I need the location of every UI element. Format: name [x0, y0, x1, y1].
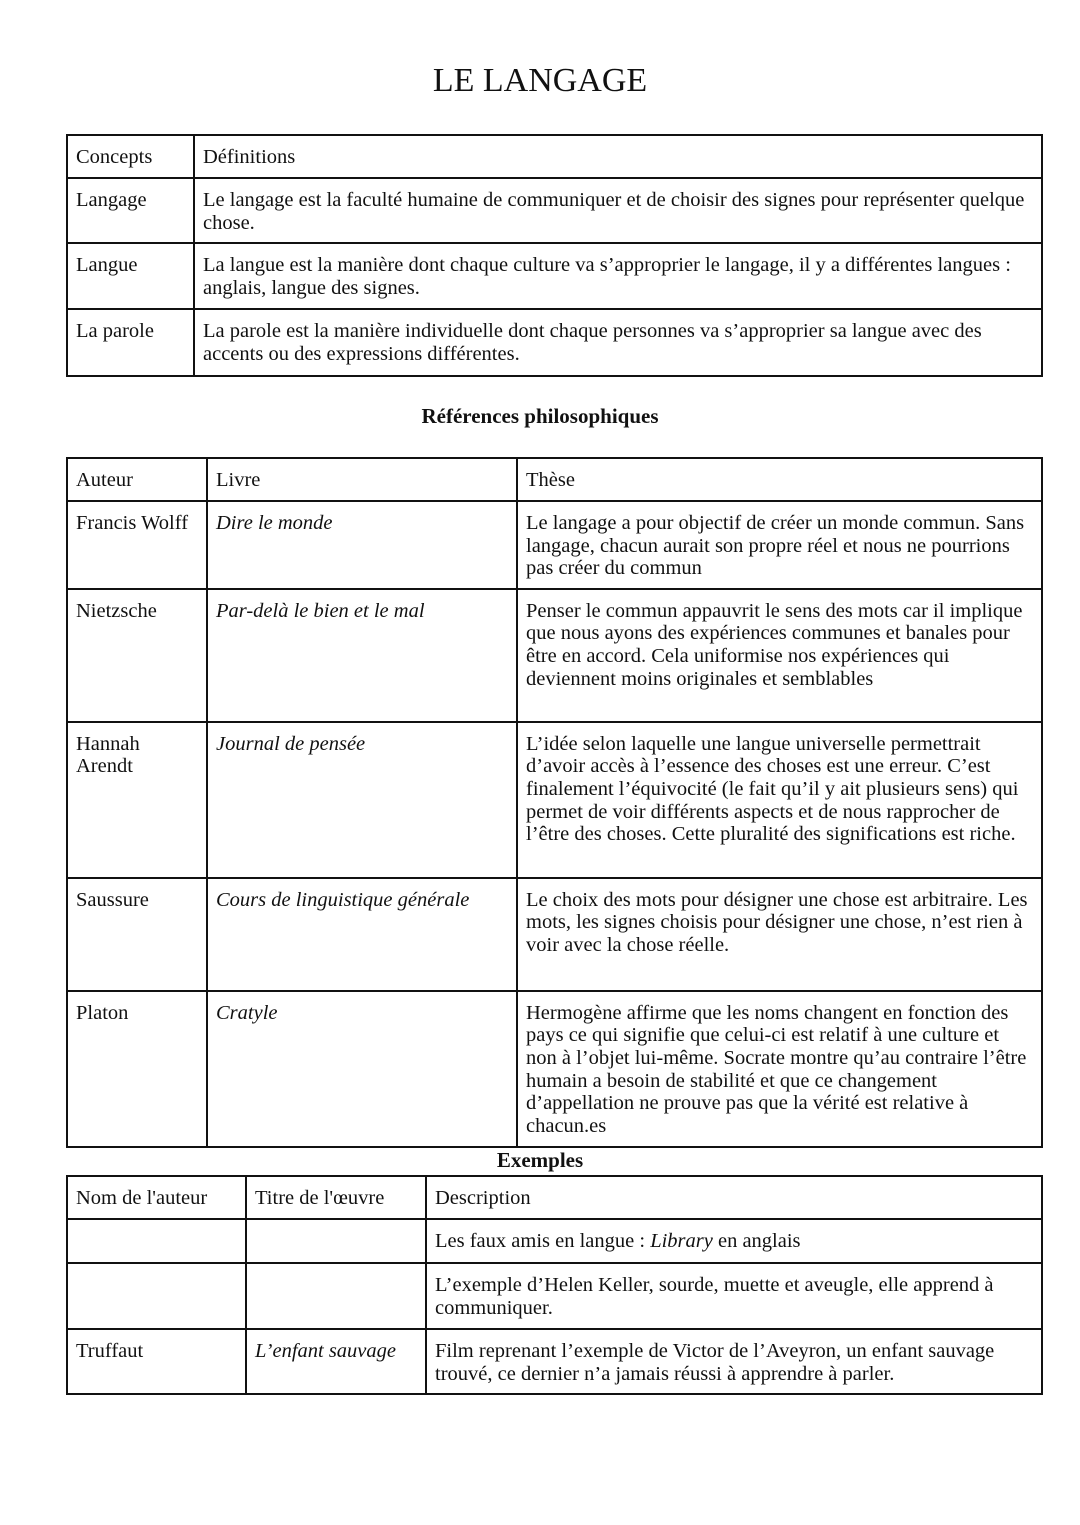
thesis-cell: Penser le commun appauvrit le sens des m… — [516, 587, 1043, 723]
work-cell: L’enfant sauvage — [245, 1327, 427, 1396]
description-cell: L’exemple d’Helen Keller, sourde, muette… — [425, 1262, 1043, 1330]
header-cell: Thèse — [516, 457, 1043, 502]
book-cell: Dire le monde — [206, 500, 518, 590]
work-cell — [245, 1218, 427, 1264]
emphasis-text: Library — [650, 1230, 713, 1252]
thesis-cell: Le langage a pour objectif de créer un m… — [516, 500, 1043, 590]
table-row: Les faux amis en langue : Library en ang… — [66, 1218, 1043, 1264]
author-cell — [66, 1262, 247, 1330]
author-cell: Nietzsche — [66, 587, 208, 723]
table-row: Saussure Cours de linguistique générale … — [66, 876, 1043, 992]
author-cell: Francis Wolff — [66, 500, 208, 590]
header-cell: Concepts — [66, 134, 195, 179]
work-cell — [245, 1262, 427, 1330]
definition-cell: La parole est la manière individuelle do… — [193, 308, 1043, 378]
thesis-cell: Hermogène affirme que les noms changent … — [516, 989, 1043, 1148]
header-cell: Auteur — [66, 457, 208, 502]
description-cell: Film reprenant l’exemple de Victor de l’… — [425, 1327, 1043, 1396]
header-cell: Description — [425, 1175, 1043, 1220]
table-row: Truffaut L’enfant sauvage Film reprenant… — [66, 1327, 1043, 1396]
author-cell: Saussure — [66, 876, 208, 992]
table-header-row: Nom de l'auteur Titre de l'œuvre Descrip… — [66, 1175, 1043, 1220]
description-cell: Les faux amis en langue : Library en ang… — [425, 1218, 1043, 1264]
book-cell: Journal de pensée — [206, 720, 518, 879]
concepts-table: Concepts Définitions Langage Le langage … — [66, 134, 1043, 378]
text: en anglais — [712, 1230, 801, 1252]
definition-cell: La langue est la manière dont chaque cul… — [193, 242, 1043, 311]
book-cell: Par-delà le bien et le mal — [206, 587, 518, 723]
examples-table: Nom de l'auteur Titre de l'œuvre Descrip… — [66, 1175, 1043, 1396]
page-title: LE LANGAGE — [432, 62, 648, 99]
section-heading-examples: Exemples — [496, 1148, 584, 1172]
author-cell: Hannah Arendt — [66, 720, 208, 879]
table-row: Langage Le langage est la faculté humain… — [66, 176, 1043, 245]
header-cell: Livre — [206, 457, 518, 502]
thesis-cell: L’idée selon laquelle une langue univers… — [516, 720, 1043, 879]
references-table: Auteur Livre Thèse Francis Wolff Dire le… — [66, 457, 1043, 1148]
author-cell: Truffaut — [66, 1327, 247, 1396]
table-header-row: Auteur Livre Thèse — [66, 457, 1043, 502]
table-row: L’exemple d’Helen Keller, sourde, muette… — [66, 1262, 1043, 1330]
table-row: Platon Cratyle Hermogène affirme que les… — [66, 989, 1043, 1148]
table-row: Hannah Arendt Journal de pensée L’idée s… — [66, 720, 1043, 879]
table-row: Nietzsche Par-delà le bien et le mal Pen… — [66, 587, 1043, 723]
book-cell: Cours de linguistique générale — [206, 876, 518, 992]
author-cell: Platon — [66, 989, 208, 1148]
header-cell: Définitions — [193, 134, 1043, 179]
text: Les faux amis en langue : — [435, 1230, 651, 1252]
author-cell — [66, 1218, 247, 1264]
table-row: La parole La parole est la manière indiv… — [66, 308, 1043, 378]
concept-cell: Langage — [66, 176, 195, 245]
header-cell: Nom de l'auteur — [66, 1175, 247, 1220]
section-heading-references: Références philosophiques — [421, 404, 659, 428]
book-cell: Cratyle — [206, 989, 518, 1148]
thesis-cell: Le choix des mots pour désigner une chos… — [516, 876, 1043, 992]
table-row: Langue La langue est la manière dont cha… — [66, 242, 1043, 311]
concept-cell: La parole — [66, 308, 195, 378]
table-row: Francis Wolff Dire le monde Le langage a… — [66, 500, 1043, 590]
table-header-row: Concepts Définitions — [66, 134, 1043, 179]
concept-cell: Langue — [66, 242, 195, 311]
definition-cell: Le langage est la faculté humaine de com… — [193, 176, 1043, 245]
header-cell: Titre de l'œuvre — [245, 1175, 427, 1220]
